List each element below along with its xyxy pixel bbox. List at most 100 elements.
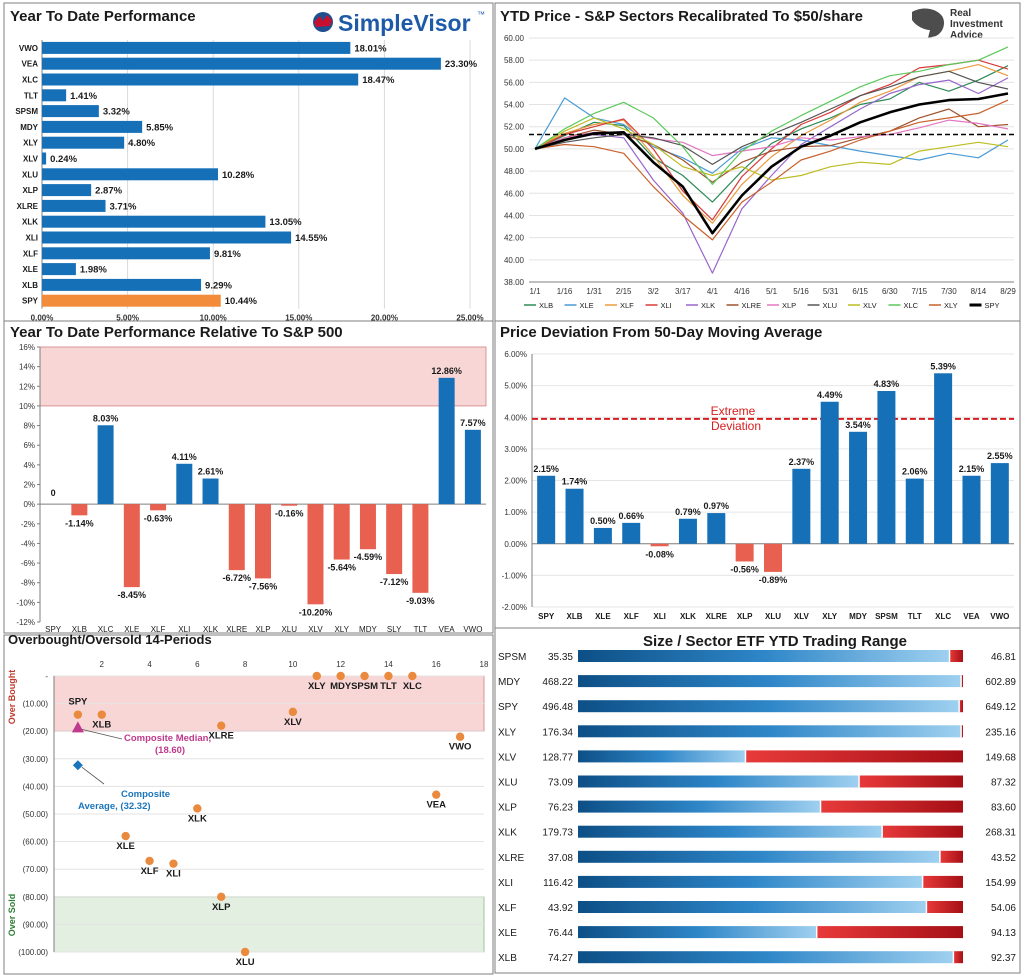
ytd-price-panel: YTD Price - S&P Sectors Recalibrated To … — [494, 2, 1021, 322]
bar — [228, 504, 245, 571]
price-deviation-panel: Price Deviation From 50-Day Moving Avera… — [494, 320, 1021, 629]
data-label: -0.89% — [759, 575, 788, 585]
data-label: -10.20% — [299, 607, 333, 617]
data-label: -7.56% — [249, 581, 278, 591]
callout-line — [81, 728, 123, 740]
range-bar-blue — [578, 650, 950, 662]
x-tick-label: 4/1 — [707, 287, 719, 296]
x-tick-label: XLRE — [226, 625, 247, 634]
data-label: -0.56% — [730, 564, 759, 574]
data-label: 3.71% — [110, 201, 137, 212]
range-high-value: 43.52 — [991, 853, 1016, 864]
series-line-xly — [534, 99, 1009, 241]
y-tick-label: -2% — [21, 520, 35, 529]
simplevisor-logo-icon-stripe — [314, 15, 332, 27]
range-low-value: 43.92 — [548, 903, 573, 914]
bar — [707, 513, 726, 544]
y-tick-label: -6% — [21, 559, 35, 568]
x-tick-label: 7/30 — [941, 287, 957, 296]
bar — [42, 278, 202, 291]
bar — [42, 41, 351, 54]
data-label: 1.41% — [70, 91, 97, 102]
y-tick-label: 6% — [23, 441, 35, 450]
y-tick-label: 42.00 — [504, 234, 525, 243]
overbought-label: Over Bought — [7, 670, 17, 725]
x-tick-label: 6/30 — [882, 287, 898, 296]
highlight-band — [39, 346, 487, 407]
data-label: 2.55% — [987, 451, 1013, 461]
range-bar-red — [959, 700, 963, 713]
y-tick-label: (50.00) — [23, 810, 49, 819]
data-label: 4.11% — [172, 452, 197, 462]
x-tick-label: XLU — [281, 625, 297, 634]
y-tick-label: 0.00% — [504, 540, 527, 549]
y-tick-label: MDY — [20, 123, 38, 132]
x-tick-label: 3/2 — [648, 287, 660, 296]
range-row-name: XLI — [498, 878, 513, 889]
data-label: 2.15% — [959, 464, 985, 474]
bar — [42, 105, 99, 118]
y-tick-label: SPSM — [15, 107, 38, 116]
bar — [42, 294, 221, 307]
y-tick-label: 58.00 — [504, 56, 525, 65]
bar — [359, 504, 376, 550]
legend-label: XLK — [701, 301, 715, 310]
range-bar-red — [745, 750, 963, 763]
x-tick-label: 14 — [384, 660, 393, 669]
range-high-value: 268.31 — [985, 828, 1016, 839]
x-tick-label: SPY — [538, 612, 555, 621]
y-tick-label: (90.00) — [23, 920, 49, 929]
x-tick-label: SPY — [45, 625, 62, 634]
data-point — [73, 710, 83, 719]
range-bar-blue — [578, 725, 962, 738]
x-tick-label: XLP — [737, 612, 753, 621]
data-label: 23.30% — [445, 59, 478, 70]
y-tick-label: 5.00% — [504, 382, 527, 391]
legend-label: XLC — [904, 301, 919, 310]
x-tick-label: XLC — [98, 625, 114, 634]
point-label: XLV — [284, 717, 302, 728]
range-bar-red — [816, 926, 963, 939]
y-tick-label: 44.00 — [504, 211, 525, 220]
bar — [281, 504, 298, 506]
range-bar-red — [859, 775, 963, 788]
y-tick-label: -1.00% — [502, 571, 527, 580]
series-line-xlk — [534, 77, 1009, 274]
trading-range-panel: Size / Sector ETF YTD Trading Range SPSM… — [494, 627, 1021, 974]
bar — [464, 429, 481, 505]
bar — [176, 463, 193, 505]
x-tick-label: XLV — [794, 612, 810, 621]
y-tick-label: XLC — [22, 76, 38, 85]
data-label: 18.47% — [362, 75, 395, 86]
range-bar-blue — [578, 775, 860, 788]
data-point — [169, 859, 178, 868]
bar — [438, 377, 455, 505]
data-point — [336, 671, 345, 681]
data-point — [121, 831, 130, 841]
range-high-value: 94.13 — [991, 928, 1016, 939]
point-label: XLRE — [209, 731, 234, 742]
y-tick-label: 56.00 — [504, 78, 525, 87]
x-tick-label: VEA — [439, 625, 456, 634]
data-label: 0.24% — [50, 154, 77, 165]
range-high-value: 602.89 — [985, 677, 1016, 688]
x-tick-label: 25.00% — [456, 314, 483, 323]
x-tick-label: TLT — [908, 612, 922, 621]
range-low-value: 128.77 — [542, 752, 573, 763]
range-row-name: XLU — [498, 778, 517, 789]
bar — [150, 504, 167, 511]
data-label: -0.16% — [275, 509, 304, 519]
bar — [42, 152, 47, 165]
data-label: 4.49% — [817, 390, 843, 400]
bar — [792, 468, 811, 544]
y-tick-label: XLY — [23, 139, 38, 148]
bar — [990, 463, 1009, 544]
x-tick-label: 4 — [147, 660, 152, 669]
chart-title: Price Deviation From 50-Day Moving Avera… — [500, 324, 822, 341]
x-tick-label: XLY — [822, 612, 837, 621]
x-tick-label: 6/15 — [852, 287, 868, 296]
bar — [650, 543, 669, 547]
range-high-value: 46.81 — [991, 652, 1016, 663]
range-row-name: XLRE — [498, 853, 524, 864]
bar — [412, 504, 429, 593]
